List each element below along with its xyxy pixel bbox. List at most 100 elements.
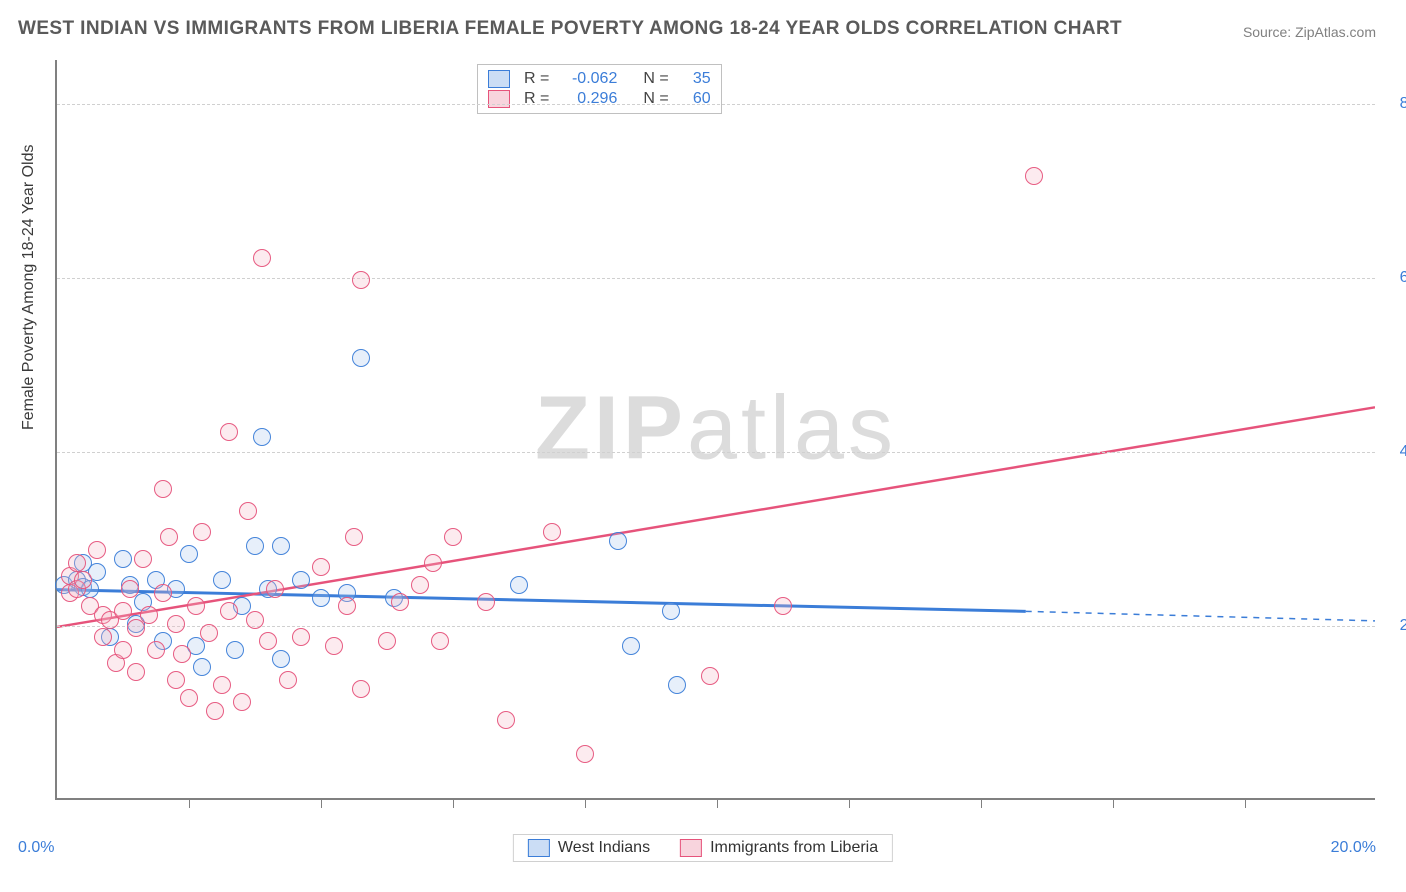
data-point [510,576,528,594]
data-point [292,628,310,646]
stats-legend-row: R =0.296N =60 [488,89,711,109]
data-point [622,637,640,655]
r-value: -0.062 [557,70,617,88]
x-tick [1245,798,1246,808]
data-point [160,528,178,546]
data-point [200,624,218,642]
data-point [114,641,132,659]
y-axis-label: Female Poverty Among 18-24 Year Olds [20,145,38,431]
data-point [193,523,211,541]
stats-legend: R =-0.062N =35R =0.296N =60 [477,64,722,114]
data-point [114,550,132,568]
data-point [338,597,356,615]
r-label: R = [524,90,549,108]
x-axis-min-label: 0.0% [18,839,54,857]
legend-swatch [680,839,702,857]
data-point [444,528,462,546]
data-point [266,580,284,598]
data-point [352,349,370,367]
data-point [391,593,409,611]
data-point [253,428,271,446]
legend-swatch [528,839,550,857]
legend-swatch [488,90,510,108]
n-value: 60 [677,90,711,108]
data-point [134,550,152,568]
data-point [246,537,264,555]
y-tick-label: 20.0% [1385,617,1406,635]
n-label: N = [643,70,668,88]
data-point [345,528,363,546]
data-point [74,571,92,589]
n-value: 35 [677,70,711,88]
y-tick-label: 80.0% [1385,95,1406,113]
data-point [246,611,264,629]
data-point [253,249,271,267]
data-point [147,641,165,659]
x-tick [849,798,850,808]
data-point [226,641,244,659]
x-tick [453,798,454,808]
data-point [180,545,198,563]
x-tick [1113,798,1114,808]
y-tick-label: 40.0% [1385,443,1406,461]
data-point [239,502,257,520]
data-point [477,593,495,611]
legend-item: Immigrants from Liberia [680,839,878,857]
chart-container: { "title": "WEST INDIAN VS IMMIGRANTS FR… [0,0,1406,892]
data-point [154,480,172,498]
data-point [121,580,139,598]
data-point [312,558,330,576]
data-point [292,571,310,589]
gridline [57,278,1375,279]
data-point [154,584,172,602]
x-tick [585,798,586,808]
data-point [431,632,449,650]
data-point [187,597,205,615]
data-point [94,628,112,646]
legend-swatch [488,70,510,88]
data-point [668,676,686,694]
r-value: 0.296 [557,90,617,108]
source-text: Source: ZipAtlas.com [1243,24,1376,40]
data-point [576,745,594,763]
data-point [662,602,680,620]
data-point [114,602,132,620]
data-point [497,711,515,729]
data-point [411,576,429,594]
data-point [424,554,442,572]
trend-line-extrapolated [1026,611,1375,621]
data-point [325,637,343,655]
watermark: ZIPatlas [535,378,897,481]
data-point [233,693,251,711]
legend-label: Immigrants from Liberia [710,839,878,857]
data-point [312,589,330,607]
data-point [127,663,145,681]
data-point [173,645,191,663]
gridline [57,104,1375,105]
data-point [543,523,561,541]
data-point [193,658,211,676]
data-point [279,671,297,689]
series-legend: West Indians Immigrants from Liberia [513,834,893,862]
data-point [774,597,792,615]
r-label: R = [524,70,549,88]
chart-title: WEST INDIAN VS IMMIGRANTS FROM LIBERIA F… [18,18,1122,40]
data-point [88,541,106,559]
x-tick [189,798,190,808]
data-point [701,667,719,685]
x-tick [321,798,322,808]
data-point [167,615,185,633]
y-tick-label: 60.0% [1385,269,1406,287]
x-tick [981,798,982,808]
data-point [213,571,231,589]
data-point [272,537,290,555]
data-point [609,532,627,550]
data-point [68,554,86,572]
data-point [167,671,185,689]
legend-label: West Indians [558,839,650,857]
data-point [352,680,370,698]
data-point [206,702,224,720]
data-point [220,423,238,441]
data-point [213,676,231,694]
data-point [352,271,370,289]
